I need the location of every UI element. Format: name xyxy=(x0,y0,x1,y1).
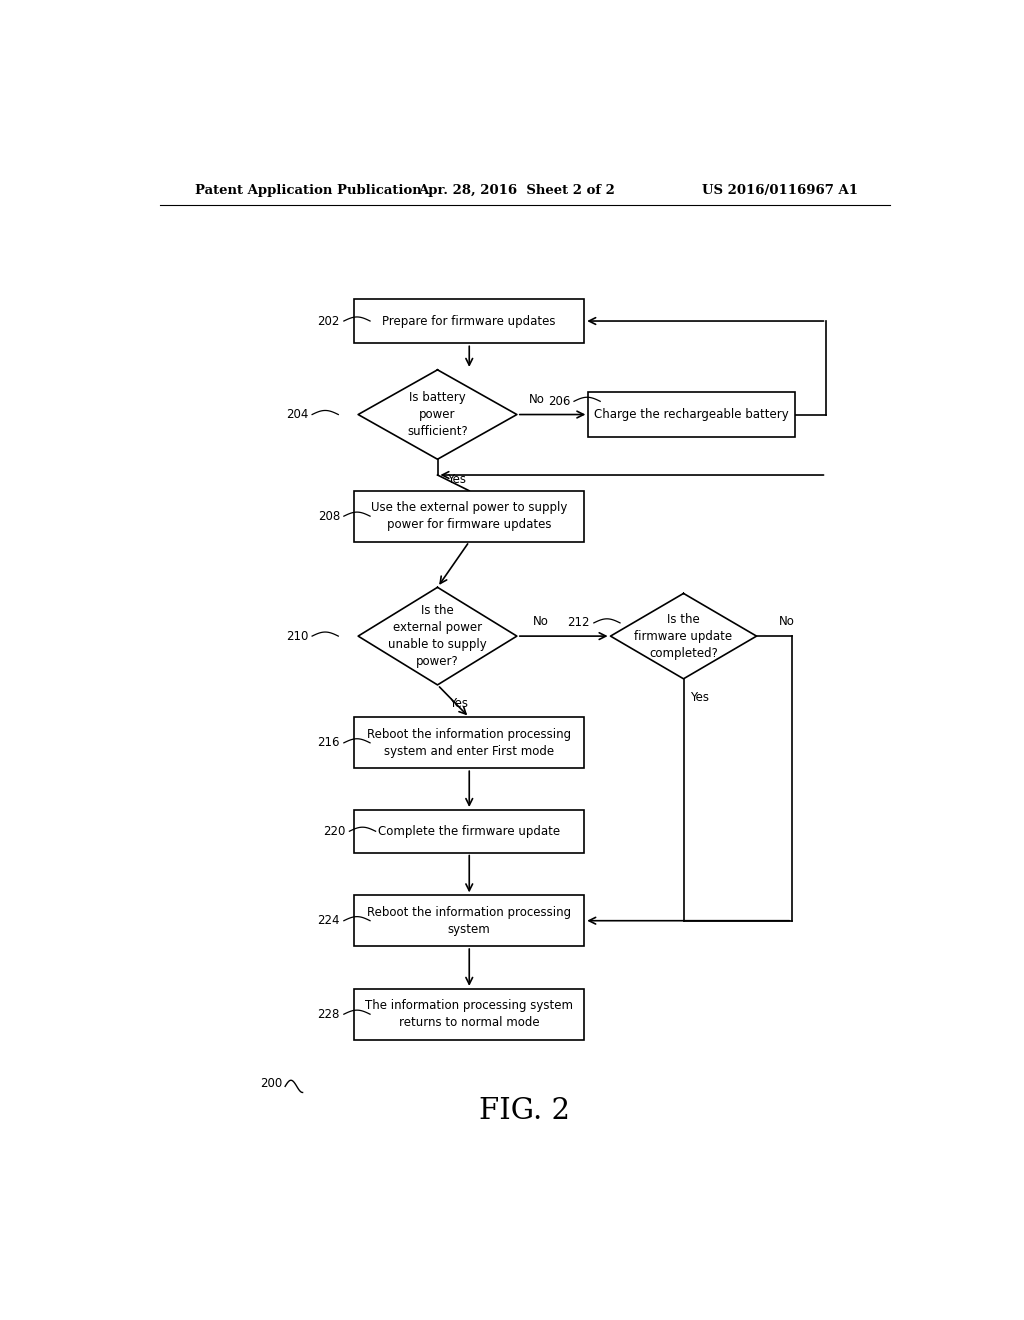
Text: 202: 202 xyxy=(317,314,340,327)
Text: 206: 206 xyxy=(548,395,570,408)
Text: No: No xyxy=(532,615,549,628)
Text: FIG. 2: FIG. 2 xyxy=(479,1097,570,1125)
Text: Is battery
power
sufficient?: Is battery power sufficient? xyxy=(408,391,468,438)
Text: US 2016/0116967 A1: US 2016/0116967 A1 xyxy=(702,185,858,198)
Text: Apr. 28, 2016  Sheet 2 of 2: Apr. 28, 2016 Sheet 2 of 2 xyxy=(419,185,615,198)
Text: 210: 210 xyxy=(286,630,308,643)
Text: Charge the rechargeable battery: Charge the rechargeable battery xyxy=(594,408,788,421)
Text: Yes: Yes xyxy=(690,690,709,704)
Text: 200: 200 xyxy=(260,1077,283,1090)
Text: 220: 220 xyxy=(323,825,345,838)
Text: No: No xyxy=(528,393,545,405)
Text: Patent Application Publication: Patent Application Publication xyxy=(196,185,422,198)
Text: Yes: Yes xyxy=(447,473,466,486)
Text: Complete the firmware update: Complete the firmware update xyxy=(378,825,560,838)
Bar xyxy=(354,718,585,768)
Text: 212: 212 xyxy=(567,616,590,630)
Text: The information processing system
returns to normal mode: The information processing system return… xyxy=(366,999,573,1030)
Text: No: No xyxy=(778,615,795,628)
Bar xyxy=(354,895,585,946)
Text: 216: 216 xyxy=(317,737,340,750)
Bar xyxy=(354,810,585,853)
Text: Reboot the information processing
system: Reboot the information processing system xyxy=(368,906,571,936)
Text: 224: 224 xyxy=(317,915,340,927)
Polygon shape xyxy=(610,594,757,678)
Bar xyxy=(354,989,585,1040)
Text: Yes: Yes xyxy=(449,697,468,710)
Bar xyxy=(354,298,585,343)
Polygon shape xyxy=(358,587,517,685)
Bar xyxy=(354,491,585,541)
Text: Prepare for firmware updates: Prepare for firmware updates xyxy=(383,314,556,327)
Text: 204: 204 xyxy=(286,408,308,421)
Text: Is the
firmware update
completed?: Is the firmware update completed? xyxy=(635,612,732,660)
Text: Reboot the information processing
system and enter First mode: Reboot the information processing system… xyxy=(368,727,571,758)
Text: 228: 228 xyxy=(317,1007,340,1020)
Bar xyxy=(588,392,795,437)
Polygon shape xyxy=(358,370,517,459)
Text: 208: 208 xyxy=(317,510,340,523)
Text: Use the external power to supply
power for firmware updates: Use the external power to supply power f… xyxy=(371,502,567,531)
Text: Is the
external power
unable to supply
power?: Is the external power unable to supply p… xyxy=(388,605,486,668)
